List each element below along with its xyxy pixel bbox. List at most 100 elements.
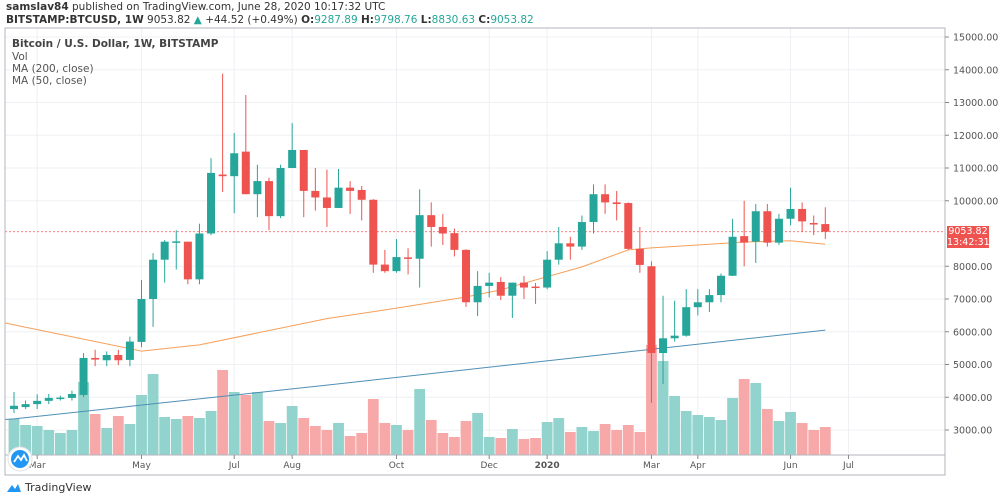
volume-bar [228, 392, 240, 455]
candle-body [496, 281, 505, 296]
volume-bar [727, 398, 738, 455]
x-tick-label: Jul [842, 461, 854, 471]
volume-bar [379, 423, 391, 455]
volume-bar [704, 417, 715, 455]
candle-body [346, 187, 355, 191]
brand-name: TradingView [25, 481, 92, 494]
legend-title: Bitcoin / U.S. Dollar, 1W, BITSTAMP [12, 38, 219, 50]
volume-bar [437, 433, 449, 455]
candle-body [288, 149, 297, 168]
candle-body [821, 224, 830, 232]
volume-bar [240, 395, 252, 455]
candle-body [508, 282, 517, 296]
y-tick-label: 11000.00 [953, 164, 998, 175]
volume-bar [692, 415, 704, 455]
volume-bar [54, 433, 66, 455]
y-tick-label: 12000.00 [953, 131, 998, 142]
volume-bar [402, 430, 414, 455]
candle-body [149, 259, 158, 299]
candle-body [740, 236, 749, 243]
price-change: +44.52 (+0.49%) [205, 14, 298, 26]
price-axis[interactable]: 15000.00 14000.00 13000.00 12000.00 11000.00… [945, 33, 998, 437]
volume-bar [263, 421, 275, 455]
candle-body [763, 211, 772, 243]
volume-bar [182, 416, 194, 455]
volume-bar [344, 436, 356, 455]
candle-body [357, 189, 366, 200]
tradingview-brand[interactable]: TradingView [6, 481, 91, 494]
volume-bar [425, 420, 437, 455]
volume-bar [78, 382, 89, 455]
candle-body [531, 286, 540, 289]
volume-bar [217, 370, 229, 455]
x-tick-label: Mar [643, 461, 660, 471]
volume-bar [333, 423, 344, 455]
candle-body [114, 355, 123, 361]
volume-bar [321, 430, 333, 455]
volume-bar [576, 427, 588, 455]
candle-body [56, 397, 65, 400]
volume-bar [611, 430, 623, 455]
volume-bar [541, 422, 553, 455]
candle-body [809, 223, 818, 225]
candle-body [543, 259, 552, 288]
legend-vol[interactable]: Vol [12, 51, 28, 63]
candle-body [230, 153, 239, 177]
x-tick-label: Mar [29, 461, 46, 471]
candle-body [44, 397, 53, 401]
candle-body [601, 194, 610, 203]
candle-body [427, 215, 436, 227]
y-tick-label: 4000.00 [953, 393, 992, 404]
open-value: 9287.89 [314, 14, 358, 26]
symbol-info: BITSTAMP:BTCUSD, 1W 9053.82 ▲ +44.52 (+0… [6, 14, 534, 26]
candle-body [137, 299, 146, 342]
volume-bar [309, 426, 321, 455]
volume-bar [31, 426, 43, 455]
volume-bar [101, 428, 113, 455]
x-tick-label: Apr [690, 461, 706, 471]
volume-bar [680, 411, 692, 455]
high-label: H: [360, 14, 374, 26]
candle-body [322, 197, 331, 208]
candle-body [207, 172, 216, 234]
x-tick-label: Aug [283, 461, 301, 471]
volume-bar [251, 392, 263, 455]
volume-bar [275, 423, 286, 455]
high-value: 9798.76 [373, 14, 418, 26]
candle-body [577, 222, 586, 247]
candle-body [647, 266, 656, 354]
y-tick-label: 13000.00 [953, 98, 998, 109]
volume-bar [194, 418, 205, 455]
candle-body [786, 208, 795, 219]
volume-bar [773, 421, 785, 455]
legend-ma200[interactable]: MA (200, close) [12, 63, 94, 75]
candle-body [299, 149, 308, 191]
author-link[interactable]: samslav84 [6, 1, 69, 13]
candle-body [473, 285, 482, 303]
candle-body [33, 400, 42, 405]
time-axis[interactable]: Mar May Jul Aug Oct Dec 2020 Mar Apr Jun Jul [29, 455, 854, 471]
open-label: O: [301, 14, 315, 26]
candle-body [102, 355, 111, 361]
volume-bar [506, 429, 518, 455]
last-price-label: 9053.82 [948, 226, 988, 237]
volume-bar [43, 430, 55, 455]
legend-ma50[interactable]: MA (50, close) [12, 75, 87, 87]
candle-body [253, 181, 262, 195]
candle-body [624, 203, 633, 249]
candle-body [682, 307, 691, 336]
candle-body [438, 226, 447, 234]
candle-body [670, 335, 679, 339]
candle-body [241, 151, 250, 195]
volume-bar [124, 424, 136, 455]
volume-bar [634, 432, 646, 455]
candle-body [195, 233, 204, 280]
candle-body [728, 236, 737, 276]
low-value: 8830.63 [431, 14, 476, 26]
volume-bar [495, 438, 507, 455]
volume-bar [136, 395, 147, 455]
volume-bar [66, 430, 78, 455]
candle-body [311, 190, 320, 198]
volume-bar [819, 427, 831, 455]
